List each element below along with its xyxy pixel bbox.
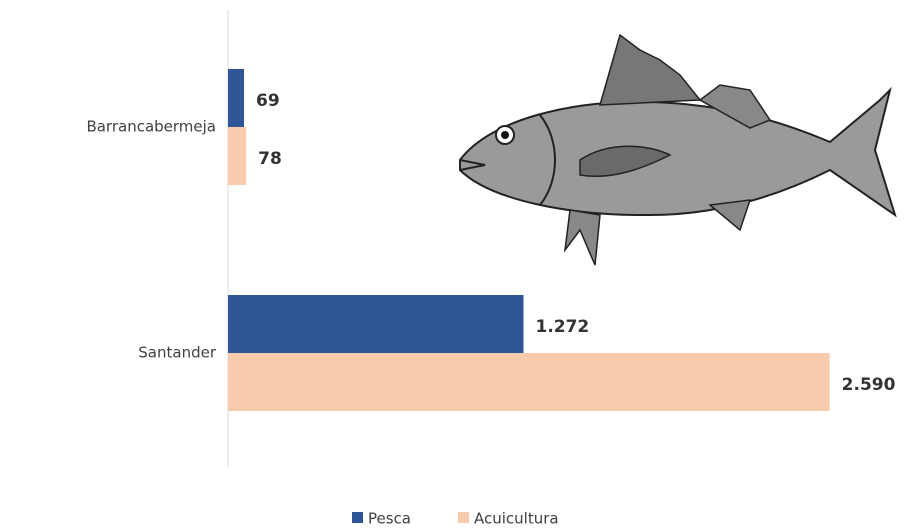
legend-swatch xyxy=(352,512,363,523)
bar xyxy=(228,127,247,185)
bar xyxy=(228,69,245,127)
value-label: 78 xyxy=(258,149,282,169)
category-label: Barrancabermeja xyxy=(86,118,216,136)
bar xyxy=(228,295,524,353)
bar xyxy=(228,353,830,411)
legend-label: Acuicultura xyxy=(474,510,559,528)
fish-illustration xyxy=(459,33,897,266)
category-label: Santander xyxy=(138,344,217,362)
value-label: 1.272 xyxy=(535,317,589,337)
value-label: 69 xyxy=(256,91,280,111)
legend-label: Pesca xyxy=(368,510,411,528)
value-label: 2.590 xyxy=(842,375,896,395)
legend-swatch xyxy=(458,512,469,523)
